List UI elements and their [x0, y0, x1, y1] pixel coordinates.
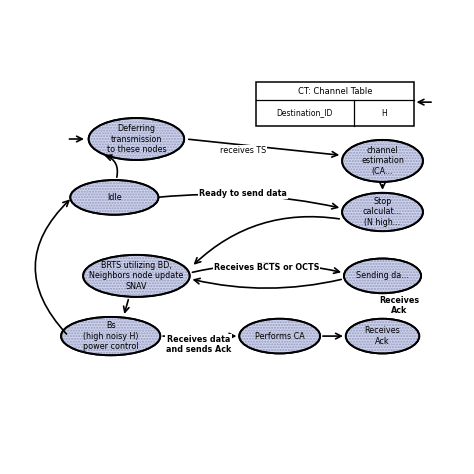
Text: H: H [381, 109, 387, 118]
Text: Receives
Ack: Receives Ack [365, 327, 401, 346]
Ellipse shape [346, 319, 419, 354]
Ellipse shape [70, 180, 158, 215]
Ellipse shape [342, 140, 423, 182]
Text: BRTS utilizing BD,
Neighbors node update
SNAV: BRTS utilizing BD, Neighbors node update… [89, 261, 183, 291]
Text: Receives data
and sends Ack: Receives data and sends Ack [166, 335, 231, 354]
Bar [256, 82, 414, 126]
Text: Receives BCTS or OCTS: Receives BCTS or OCTS [214, 264, 319, 273]
Text: CT: Channel Table: CT: Channel Table [298, 87, 372, 96]
Text: Deferring
transmission
to these nodes: Deferring transmission to these nodes [107, 124, 166, 154]
Ellipse shape [89, 118, 184, 160]
Ellipse shape [239, 319, 320, 354]
Text: Performs CA: Performs CA [255, 332, 304, 341]
Text: Stop
calculat...
(N high...: Stop calculat... (N high... [363, 197, 402, 227]
Ellipse shape [83, 255, 190, 297]
Text: Sending da...: Sending da... [356, 272, 409, 280]
Ellipse shape [342, 193, 423, 231]
Text: Destination_ID: Destination_ID [276, 109, 333, 118]
Text: Bs
(high noisy H)
power control: Bs (high noisy H) power control [83, 321, 138, 351]
Text: Ready to send data: Ready to send data [199, 189, 287, 198]
Text: receives TS: receives TS [220, 146, 266, 155]
Ellipse shape [61, 317, 160, 355]
Text: Idle: Idle [107, 193, 122, 202]
Text: channel
estimation
(CA...: channel estimation (CA... [361, 146, 404, 176]
Text: Receives
Ack: Receives Ack [379, 296, 419, 316]
Ellipse shape [344, 258, 421, 293]
